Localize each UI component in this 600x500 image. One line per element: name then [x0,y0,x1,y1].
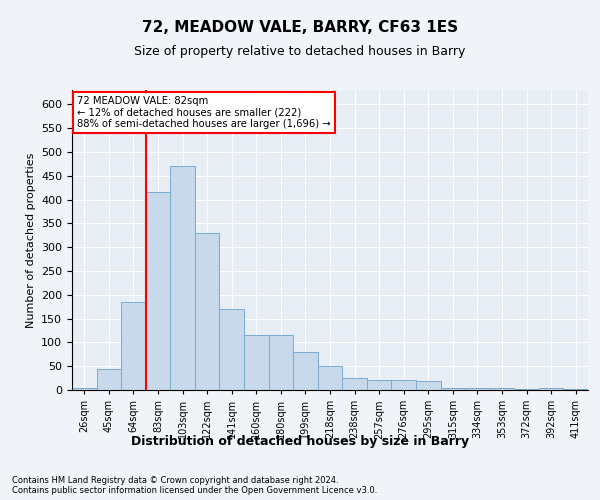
Text: Size of property relative to detached houses in Barry: Size of property relative to detached ho… [134,45,466,58]
Bar [97,368,121,390]
Text: Distribution of detached houses by size in Barry: Distribution of detached houses by size … [131,435,469,448]
Text: 72, MEADOW VALE, BARRY, CF63 1ES: 72, MEADOW VALE, BARRY, CF63 1ES [142,20,458,35]
Bar [121,302,146,390]
Bar [342,378,367,390]
Bar [391,380,416,390]
Text: Contains HM Land Registry data © Crown copyright and database right 2024.
Contai: Contains HM Land Registry data © Crown c… [12,476,377,495]
Bar [440,388,465,390]
Bar [170,166,195,390]
Bar [269,335,293,390]
Bar [72,388,97,390]
Text: 72 MEADOW VALE: 82sqm
← 12% of detached houses are smaller (222)
88% of semi-det: 72 MEADOW VALE: 82sqm ← 12% of detached … [77,96,331,129]
Bar [318,366,342,390]
Y-axis label: Number of detached properties: Number of detached properties [26,152,35,328]
Bar [195,233,220,390]
Bar [244,335,269,390]
Bar [539,388,563,390]
Bar [293,352,318,390]
Bar [146,192,170,390]
Bar [416,382,440,390]
Bar [563,388,588,390]
Bar [465,388,490,390]
Bar [220,309,244,390]
Bar [490,388,514,390]
Bar [367,380,391,390]
Bar [514,388,539,390]
